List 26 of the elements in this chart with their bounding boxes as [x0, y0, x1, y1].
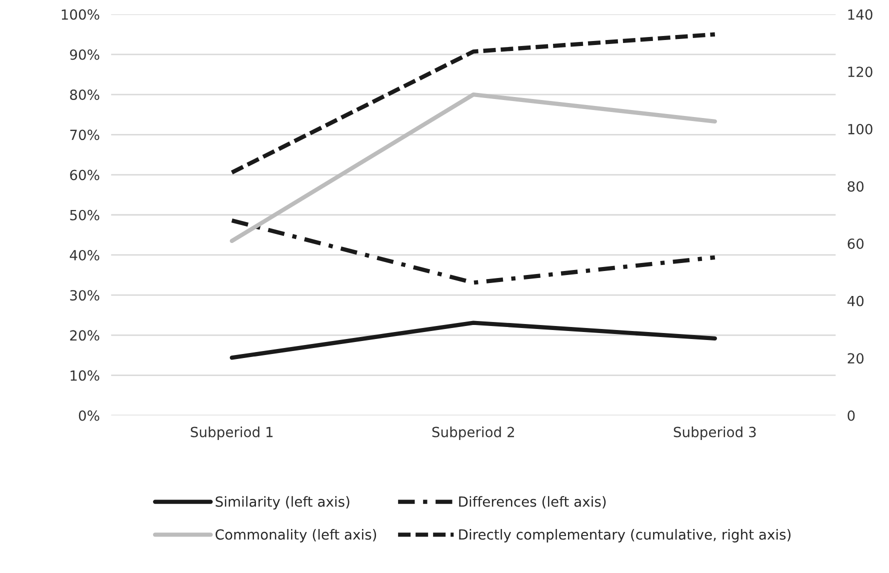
y-tick-label: 60% [70, 170, 100, 180]
y-tick-label: 0% [78, 410, 100, 421]
y2-tick-label: 40 [847, 296, 864, 306]
y-tick-label: 70% [70, 130, 100, 140]
y2-tick-label: 0 [848, 410, 855, 421]
y2-tick-label: 80 [848, 181, 864, 192]
y2-tick-label: 140 [848, 9, 872, 20]
x-tick-label: Subperiod 2 [432, 426, 514, 440]
y-tick-label: 20% [70, 330, 100, 341]
x-tick-label: Subperiod 3 [674, 426, 756, 440]
y-tick-label: 10% [70, 370, 100, 381]
y-tick-label: 30% [70, 290, 100, 301]
y-tick-label: 40% [70, 250, 100, 260]
y2-tick-label: 20 [848, 353, 864, 364]
y2-tick-label: 100 [848, 124, 872, 134]
y2-tick-label: 120 [848, 66, 872, 78]
y-tick-label: 80% [70, 90, 100, 100]
x-tick-label: Subperiod 1 [190, 426, 273, 440]
y-tick-label: 50% [70, 210, 100, 220]
legend-label: Differences (left axis) [459, 496, 606, 508]
legend-label: Directly complementary (cumulative, right axis) [459, 529, 790, 542]
legend-label: Similarity (left axis) [216, 496, 350, 510]
y-tick-label: 100% [62, 9, 100, 20]
y-tick-label: 90% [70, 49, 100, 60]
legend-label: Commonality (left axis) [216, 529, 376, 542]
y2-tick-label: 60 [848, 238, 864, 249]
